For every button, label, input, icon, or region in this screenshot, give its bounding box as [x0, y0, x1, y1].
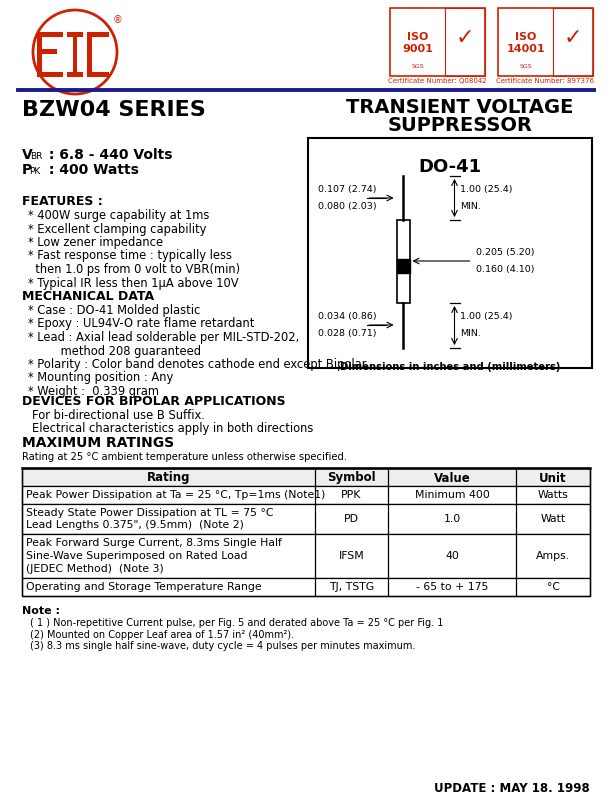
Text: 0.080 (2.03): 0.080 (2.03): [318, 202, 376, 211]
Text: Rating at 25 °C ambient temperature unless otherwise specified.: Rating at 25 °C ambient temperature unle…: [22, 452, 347, 462]
Bar: [498, 8, 593, 76]
Text: ✓: ✓: [456, 28, 474, 48]
Text: 0.205 (5.20): 0.205 (5.20): [476, 248, 534, 257]
Text: SUPPRESSOR: SUPPRESSOR: [387, 116, 532, 135]
Bar: [87, 32, 109, 37]
Bar: [445, 8, 485, 76]
Text: IFSM: IFSM: [338, 551, 364, 561]
Text: - 65 to + 175: - 65 to + 175: [416, 582, 488, 592]
Text: * Mounting position : Any: * Mounting position : Any: [28, 371, 173, 384]
Text: * Epoxy : UL94V-O rate flame retardant: * Epoxy : UL94V-O rate flame retardant: [28, 318, 255, 330]
Bar: [553, 8, 593, 76]
Text: * Excellent clamping capability: * Excellent clamping capability: [28, 223, 206, 235]
Text: * Lead : Axial lead solderable per MIL-STD-202,: * Lead : Axial lead solderable per MIL-S…: [28, 331, 299, 344]
Bar: [37, 32, 63, 37]
Text: UPDATE : MAY 18, 1998: UPDATE : MAY 18, 1998: [435, 782, 590, 792]
Text: Value: Value: [434, 471, 471, 485]
Text: MIN.: MIN.: [460, 202, 482, 211]
Text: V: V: [22, 148, 33, 162]
Text: * Typical IR less then 1μA above 10V: * Typical IR less then 1μA above 10V: [28, 276, 239, 290]
Text: : 400 Watts: : 400 Watts: [44, 163, 139, 177]
Bar: [87, 32, 92, 77]
Text: 40: 40: [446, 551, 459, 561]
Text: * Low zener impedance: * Low zener impedance: [28, 236, 163, 249]
Text: Watts: Watts: [538, 490, 569, 500]
Text: 1.00 (25.4): 1.00 (25.4): [460, 312, 513, 321]
Bar: [22, 534, 590, 578]
Text: Symbol: Symbol: [327, 471, 376, 485]
Bar: [37, 32, 42, 77]
Text: Watt: Watt: [540, 514, 565, 524]
Text: TRANSIENT VOLTAGE: TRANSIENT VOLTAGE: [346, 98, 573, 117]
Bar: [397, 259, 409, 273]
Text: °C: °C: [547, 582, 559, 592]
Text: MAXIMUM RATINGS: MAXIMUM RATINGS: [22, 436, 174, 450]
Text: ISO
9001: ISO 9001: [403, 32, 433, 54]
Text: Peak Forward Surge Current, 8.3ms Single Half
Sine-Wave Superimposed on Rated Lo: Peak Forward Surge Current, 8.3ms Single…: [26, 539, 282, 573]
Text: Electrical characteristics apply in both directions: Electrical characteristics apply in both…: [32, 422, 313, 435]
Text: SGS: SGS: [520, 63, 532, 68]
Text: Operating and Storage Temperature Range: Operating and Storage Temperature Range: [26, 582, 261, 592]
Text: * Fast response time : typically less: * Fast response time : typically less: [28, 249, 232, 262]
Text: 0.028 (0.71): 0.028 (0.71): [318, 329, 376, 338]
Text: (3) 8.3 ms single half sine-wave, duty cycle = 4 pulses per minutes maximum.: (3) 8.3 ms single half sine-wave, duty c…: [30, 641, 416, 651]
Text: TJ, TSTG: TJ, TSTG: [329, 582, 374, 592]
Text: ✓: ✓: [564, 28, 582, 48]
Bar: [67, 32, 83, 37]
Text: SGS: SGS: [412, 63, 424, 68]
Text: For bi-directional use B Suffix.: For bi-directional use B Suffix.: [32, 409, 205, 422]
Text: * Case : DO-41 Molded plastic: * Case : DO-41 Molded plastic: [28, 304, 200, 317]
Text: PD: PD: [344, 514, 359, 524]
Text: Note :: Note :: [22, 606, 60, 616]
Text: FEATURES :: FEATURES :: [22, 195, 103, 208]
Text: Unit: Unit: [539, 471, 567, 485]
Text: PK: PK: [29, 167, 40, 176]
Text: BR: BR: [30, 152, 42, 161]
Bar: [37, 49, 57, 54]
Text: ISO
14001: ISO 14001: [507, 32, 545, 54]
Text: 1.00 (25.4): 1.00 (25.4): [460, 185, 513, 194]
Text: Minimum 400: Minimum 400: [415, 490, 490, 500]
Bar: [73, 32, 77, 77]
Text: 1.0: 1.0: [444, 514, 461, 524]
Text: ( 1 ) Non-repetitive Current pulse, per Fig. 5 and derated above Ta = 25 °C per : ( 1 ) Non-repetitive Current pulse, per …: [30, 618, 443, 628]
Text: Rating: Rating: [146, 471, 190, 485]
Text: P: P: [22, 163, 32, 177]
Text: 0.160 (4.10): 0.160 (4.10): [476, 265, 534, 274]
Text: * Weight :  0.339 gram: * Weight : 0.339 gram: [28, 385, 159, 398]
Bar: [87, 72, 109, 77]
Bar: [67, 72, 83, 77]
Text: MECHANICAL DATA: MECHANICAL DATA: [22, 290, 154, 303]
Bar: [390, 8, 485, 76]
Bar: [37, 72, 63, 77]
Text: MIN.: MIN.: [460, 329, 482, 338]
Text: Steady State Power Dissipation at TL = 75 °C
Lead Lengths 0.375", (9.5mm)  (Note: Steady State Power Dissipation at TL = 7…: [26, 508, 274, 531]
Text: Amps.: Amps.: [536, 551, 570, 561]
Text: DEVICES FOR BIPOLAR APPLICATIONS: DEVICES FOR BIPOLAR APPLICATIONS: [22, 395, 286, 408]
Text: Certificate Number: Q08042: Certificate Number: Q08042: [387, 78, 487, 84]
Text: BZW04 SERIES: BZW04 SERIES: [22, 100, 206, 120]
Bar: [22, 486, 590, 504]
Text: PPK: PPK: [341, 490, 362, 500]
Text: method 208 guaranteed: method 208 guaranteed: [28, 345, 201, 357]
Bar: [22, 468, 590, 486]
Text: : 6.8 - 440 Volts: : 6.8 - 440 Volts: [44, 148, 173, 162]
Text: (2) Mounted on Copper Leaf area of 1.57 in² (40mm²).: (2) Mounted on Copper Leaf area of 1.57 …: [30, 630, 294, 639]
Text: ®: ®: [113, 15, 123, 25]
Text: 0.034 (0.86): 0.034 (0.86): [318, 312, 376, 321]
Text: Peak Power Dissipation at Ta = 25 °C, Tp=1ms (Note1): Peak Power Dissipation at Ta = 25 °C, Tp…: [26, 490, 326, 500]
Bar: [397, 220, 409, 303]
Text: DO-41: DO-41: [419, 158, 482, 176]
Bar: [22, 578, 590, 596]
Text: * 400W surge capability at 1ms: * 400W surge capability at 1ms: [28, 209, 209, 222]
Text: then 1.0 ps from 0 volt to VBR(min): then 1.0 ps from 0 volt to VBR(min): [28, 263, 240, 276]
Bar: [308, 138, 592, 368]
Text: * Polarity : Color band denotes cathode end except Bipolar.: * Polarity : Color band denotes cathode …: [28, 358, 369, 371]
Bar: [22, 504, 590, 534]
Text: Dimensions in inches and (millimeters): Dimensions in inches and (millimeters): [340, 362, 560, 372]
Text: 0.107 (2.74): 0.107 (2.74): [318, 185, 376, 194]
Bar: [22, 468, 590, 596]
Text: Certificate Number: 897376: Certificate Number: 897376: [496, 78, 594, 84]
